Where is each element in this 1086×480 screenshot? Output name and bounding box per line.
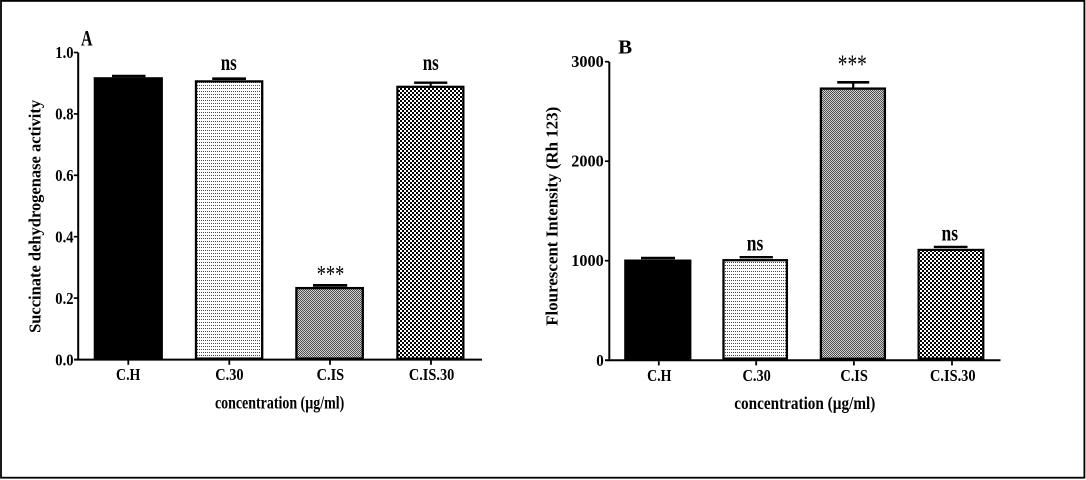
svg-text:concentration (µg/ml): concentration (µg/ml): [215, 392, 344, 412]
svg-text:C.IS: C.IS: [317, 365, 345, 384]
svg-text:***: ***: [317, 262, 345, 288]
svg-text:1000: 1000: [571, 251, 604, 270]
svg-text:ns: ns: [942, 221, 959, 246]
svg-text:0.0: 0.0: [55, 350, 73, 369]
svg-text:0.8: 0.8: [55, 105, 73, 124]
svg-text:ns: ns: [221, 50, 237, 75]
svg-text:C.IS: C.IS: [840, 366, 868, 385]
svg-text:C.IS.30: C.IS.30: [930, 366, 976, 385]
svg-text:3000: 3000: [571, 52, 604, 71]
svg-text:C.IS.30: C.IS.30: [409, 365, 455, 384]
svg-text:***: ***: [838, 50, 867, 79]
svg-text:ns: ns: [423, 50, 439, 75]
svg-text:2000: 2000: [571, 152, 604, 171]
svg-text:A: A: [81, 26, 93, 51]
svg-text:C.30: C.30: [743, 366, 771, 385]
svg-text:C.30: C.30: [215, 365, 243, 384]
svg-text:Flourescent Intensity (Rh 123): Flourescent Intensity (Rh 123): [542, 107, 561, 326]
svg-text:B: B: [618, 37, 632, 59]
svg-text:C.H: C.H: [116, 365, 140, 384]
svg-text:ns: ns: [747, 230, 764, 255]
svg-text:Succinate dehydrogenase activi: Succinate dehydrogenase activity: [26, 99, 45, 332]
svg-text:1.0: 1.0: [55, 43, 73, 62]
svg-text:concentration (µg/ml): concentration (µg/ml): [734, 393, 875, 413]
svg-text:C.H: C.H: [647, 366, 671, 385]
svg-text:0.2: 0.2: [55, 289, 73, 308]
svg-text:0.6: 0.6: [55, 166, 73, 185]
svg-text:0: 0: [596, 351, 604, 370]
svg-text:0.4: 0.4: [55, 227, 74, 246]
